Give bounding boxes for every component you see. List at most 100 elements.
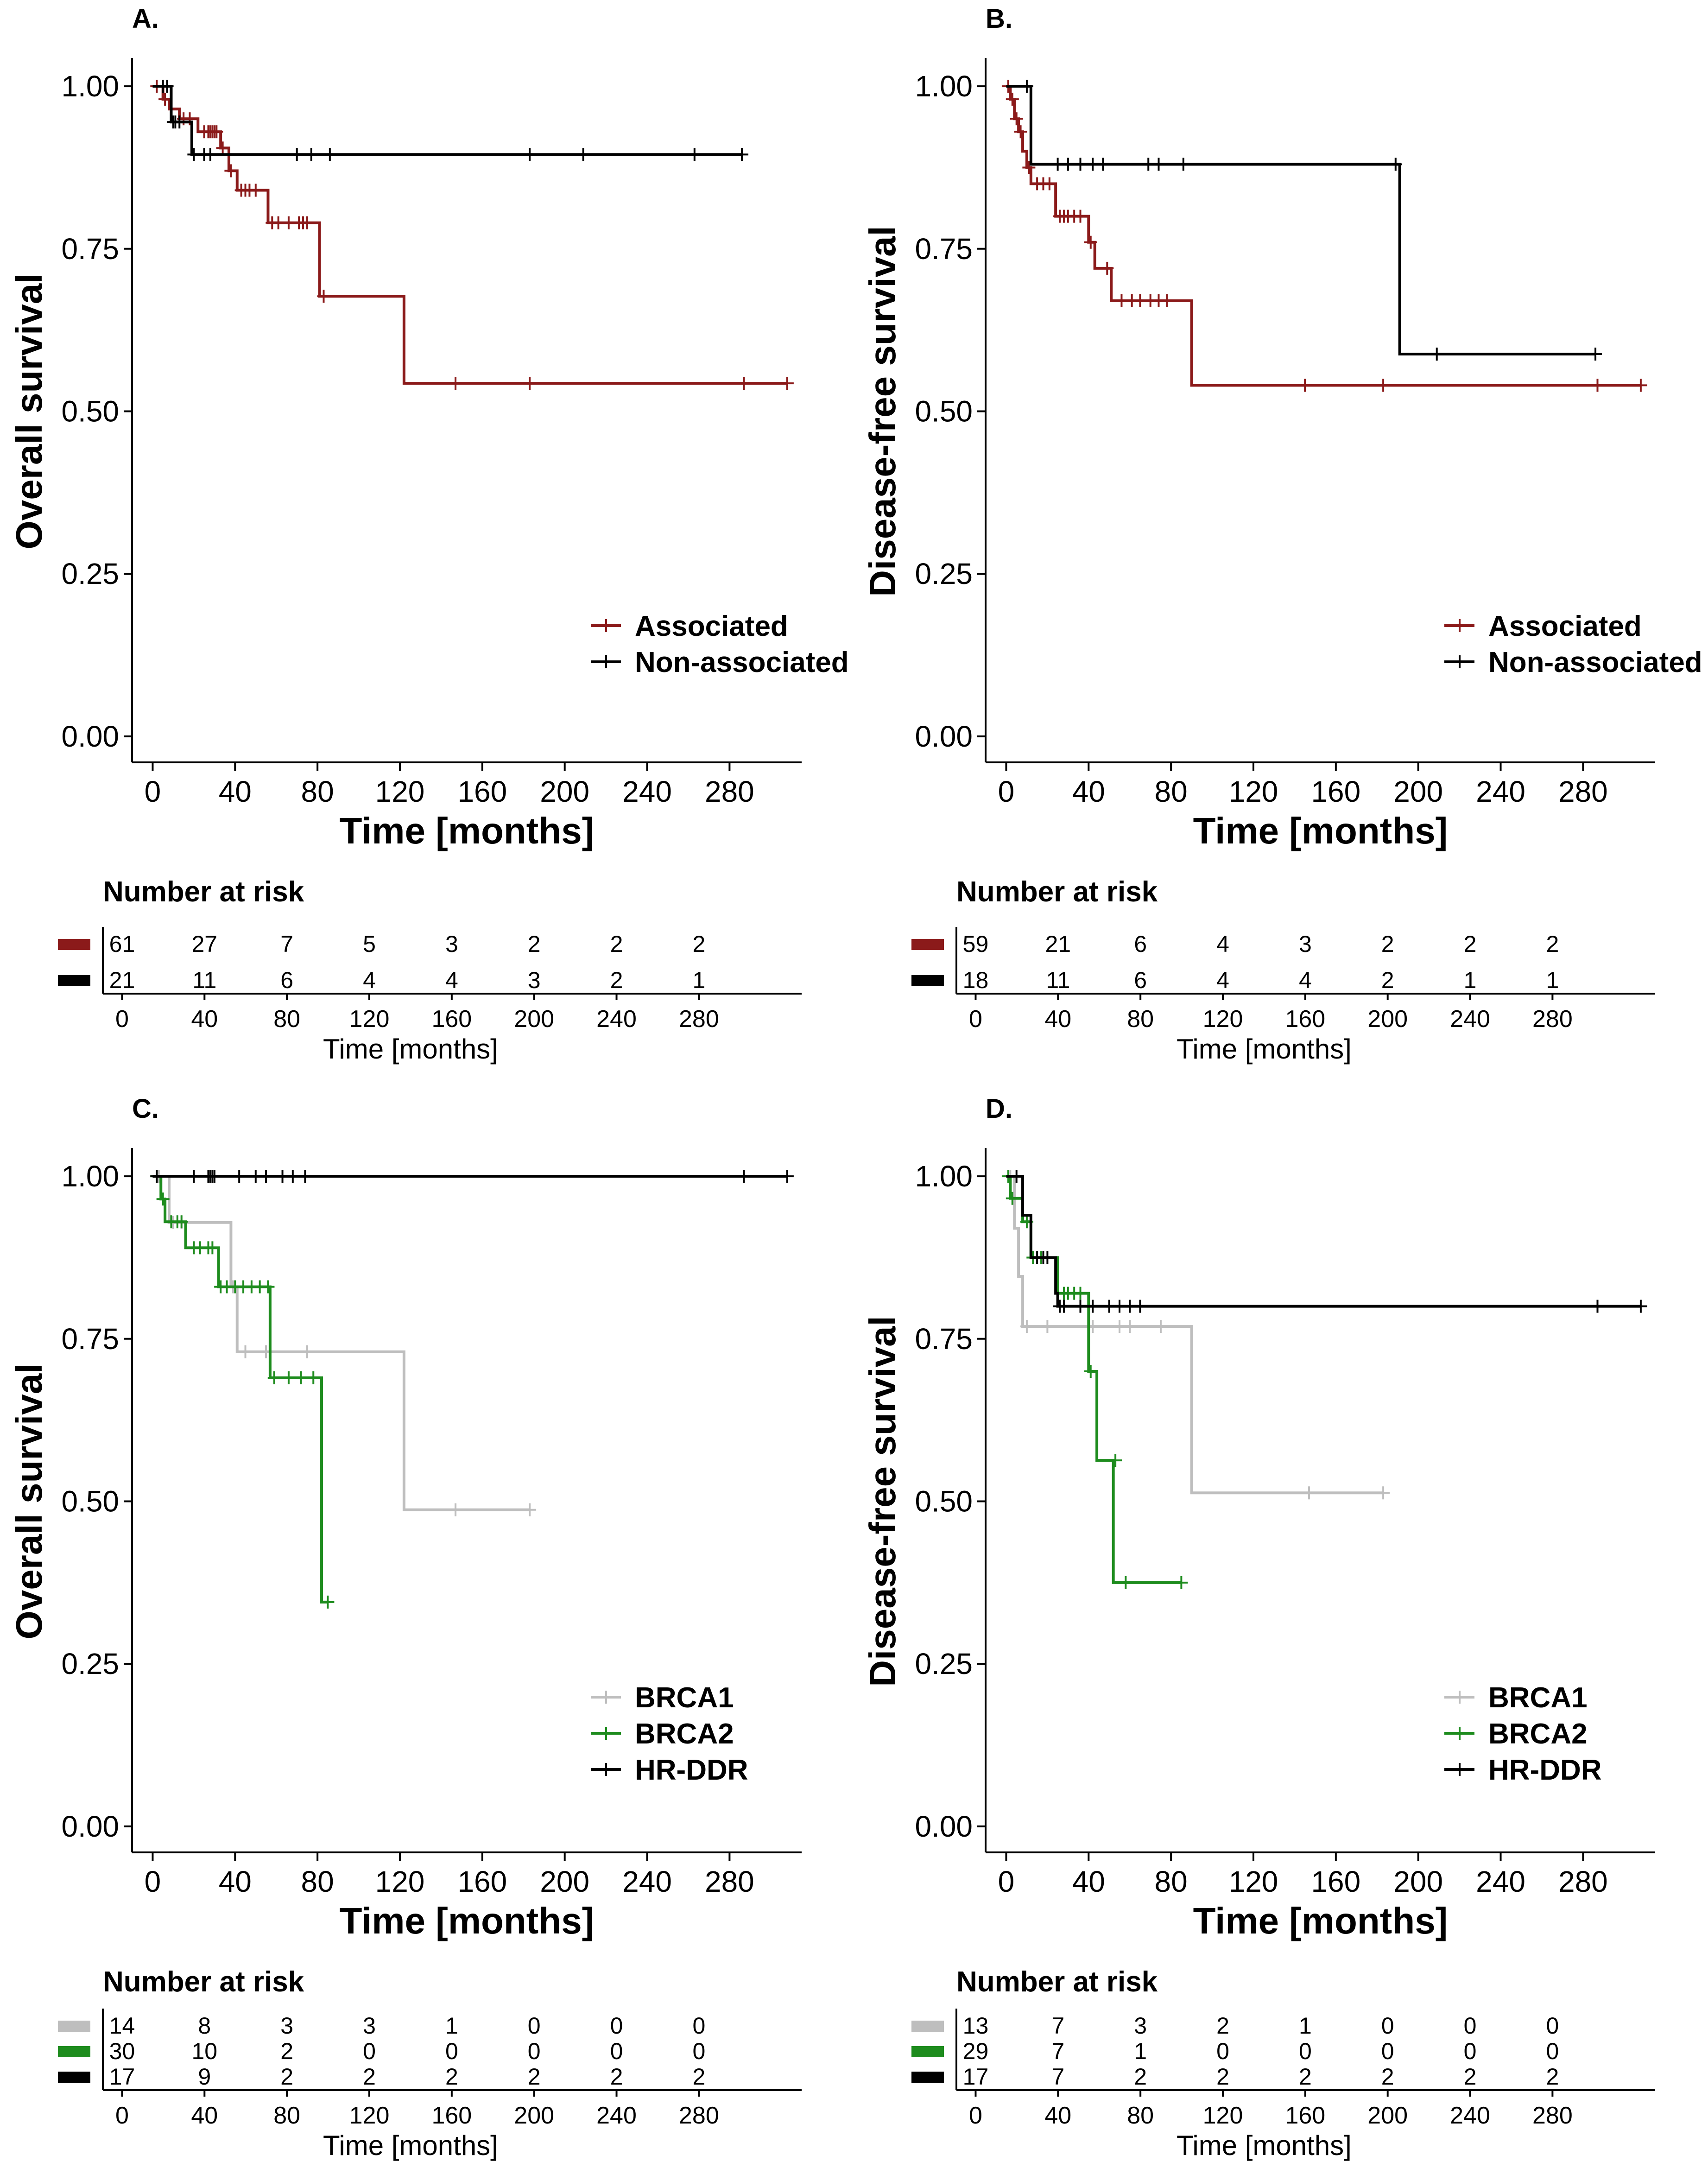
censor-mark xyxy=(206,1241,219,1255)
x-tick-label: 40 xyxy=(1072,775,1105,808)
risk-count: 6 xyxy=(1134,931,1147,957)
censor-mark xyxy=(216,141,229,155)
risk-count: 17 xyxy=(109,2064,135,2090)
risk-count: 30 xyxy=(109,2038,135,2064)
x-tick-label: 40 xyxy=(219,1865,252,1898)
risk-x-tick-label: 0 xyxy=(115,1006,129,1033)
censor-mark xyxy=(307,1371,320,1384)
x-tick-label: 80 xyxy=(1155,775,1188,808)
legend-label: HR-DDR xyxy=(1488,1754,1602,1786)
censor-mark xyxy=(1006,93,1019,106)
risk-count: 0 xyxy=(363,2038,376,2064)
risk-count: 2 xyxy=(280,2038,293,2064)
risk-x-axis-title: Time [months] xyxy=(1177,1033,1352,1065)
censor-mark xyxy=(1303,1486,1316,1500)
y-tick-label: 1.00 xyxy=(61,1160,119,1193)
risk-x-tick-label: 120 xyxy=(349,2102,390,2129)
censor-mark xyxy=(249,184,262,197)
risk-x-tick-label: 240 xyxy=(1450,1006,1490,1033)
censor-mark xyxy=(1175,1576,1188,1589)
risk-count: 3 xyxy=(363,2013,376,2039)
x-tick-label: 240 xyxy=(1476,1865,1525,1898)
risk-count: 14 xyxy=(109,2013,135,2039)
legend-label: BRCA1 xyxy=(1488,1682,1588,1714)
x-tick-label: 240 xyxy=(622,775,672,808)
risk-count: 2 xyxy=(1381,967,1394,993)
x-tick-label: 120 xyxy=(375,775,425,808)
censor-mark xyxy=(300,1345,314,1358)
risk-count: 3 xyxy=(1299,931,1312,957)
censor-mark xyxy=(780,1170,794,1183)
censor-mark xyxy=(300,216,314,229)
panel-0: A.0.000.250.500.751.000 40 80 120 160 200 240 2… xyxy=(8,4,849,1065)
censor-mark xyxy=(523,148,537,161)
risk-count: 2 xyxy=(692,2064,705,2090)
legend-label: Associated xyxy=(635,610,788,642)
censor-mark xyxy=(1133,1300,1147,1313)
y-axis-title: Overall survival xyxy=(8,1363,50,1640)
risk-count: 61 xyxy=(109,931,135,957)
censor-mark xyxy=(323,148,336,161)
censor-mark xyxy=(1041,1251,1054,1264)
x-tick-label: 240 xyxy=(622,1865,672,1898)
x-tick-label: 280 xyxy=(705,1865,754,1898)
risk-x-tick-label: 40 xyxy=(191,1006,218,1033)
curve-hr-ddr xyxy=(1006,1175,1641,1308)
censor-mark xyxy=(576,148,590,161)
risk-count: 3 xyxy=(445,931,458,957)
curve-associated xyxy=(1006,85,1641,387)
censor-mark xyxy=(1084,1364,1097,1378)
risk-count: 2 xyxy=(1216,2013,1229,2039)
risk-x-tick-label: 120 xyxy=(1203,2102,1243,2129)
censor-mark xyxy=(1020,80,1033,93)
risk-x-tick-label: 160 xyxy=(1285,2102,1325,2129)
risk-count: 21 xyxy=(1045,931,1071,957)
risk-count: 8 xyxy=(198,2013,211,2039)
risk-x-tick-label: 200 xyxy=(514,1006,554,1033)
censor-mark xyxy=(449,1503,462,1516)
risk-x-tick-label: 160 xyxy=(431,1006,472,1033)
risk-row-color-key xyxy=(58,975,90,986)
censor-mark xyxy=(1591,379,1604,392)
censor-mark xyxy=(1377,379,1390,392)
risk-x-tick-label: 0 xyxy=(969,2102,982,2129)
risk-table-title: Number at risk xyxy=(103,876,304,908)
y-tick-label: 0.00 xyxy=(915,1810,973,1843)
censor-mark xyxy=(1014,125,1027,139)
censor-mark xyxy=(203,148,217,161)
censor-mark xyxy=(160,80,174,93)
curve-brca1 xyxy=(152,1175,530,1511)
risk-x-tick-label: 80 xyxy=(1127,1006,1154,1033)
risk-table-title: Number at risk xyxy=(956,1966,1158,1998)
censor-mark xyxy=(735,148,749,161)
censor-mark xyxy=(1041,1320,1054,1333)
risk-count: 0 xyxy=(1216,2038,1229,2064)
censor-mark xyxy=(1074,1300,1087,1313)
risk-count: 11 xyxy=(192,967,216,993)
risk-row-color-key xyxy=(911,975,944,986)
risk-count: 1 xyxy=(1546,967,1559,993)
x-tick-label: 160 xyxy=(1311,775,1360,808)
censor-mark xyxy=(267,1371,281,1384)
risk-count: 2 xyxy=(1216,2064,1229,2090)
risk-count: 6 xyxy=(1134,967,1147,993)
risk-count: 1 xyxy=(692,967,705,993)
risk-count: 2 xyxy=(528,2064,541,2090)
censor-mark xyxy=(1074,158,1087,171)
risk-row-color-key xyxy=(911,2046,944,2057)
x-tick-label: 120 xyxy=(1229,1865,1278,1898)
censor-mark xyxy=(737,1170,751,1183)
panel-1: B.0.000.250.500.751.000 40 80 120 160 200 240 2… xyxy=(862,4,1702,1065)
risk-x-tick-label: 280 xyxy=(679,1006,719,1033)
x-tick-label: 280 xyxy=(1558,1865,1608,1898)
risk-x-tick-label: 160 xyxy=(431,2102,472,2129)
panel-label: D. xyxy=(986,1094,1012,1124)
risk-count: 3 xyxy=(1134,2013,1147,2039)
y-tick-label: 0.50 xyxy=(61,395,119,428)
censor-mark xyxy=(158,93,172,106)
risk-count: 4 xyxy=(445,967,458,993)
risk-count: 0 xyxy=(445,2038,458,2064)
risk-x-tick-label: 240 xyxy=(1450,2102,1490,2129)
risk-x-tick-label: 0 xyxy=(115,2102,129,2129)
